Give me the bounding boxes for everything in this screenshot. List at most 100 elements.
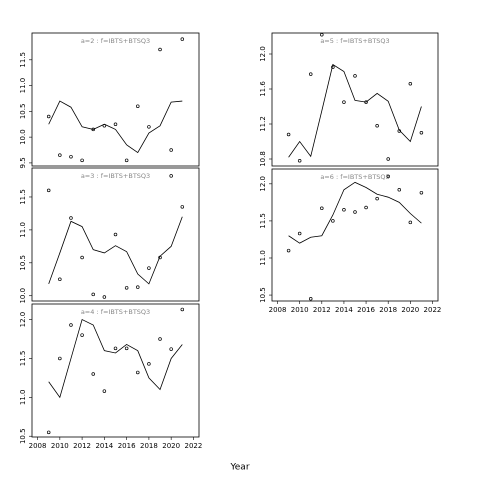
observed-point [124, 286, 129, 290]
observed-point [147, 266, 151, 270]
observed-point [58, 356, 62, 361]
y-tick-label: 12.0 [259, 46, 267, 62]
observed-point [102, 295, 107, 299]
observed-point [91, 292, 95, 297]
observed-point [342, 208, 346, 212]
observed-point [69, 216, 73, 220]
panel-frame [271, 168, 439, 302]
x-tick-label: 2014 [95, 442, 113, 450]
observed-point [375, 196, 379, 201]
observed-point [58, 153, 62, 157]
panel-frame [31, 32, 200, 167]
observed-point [353, 74, 357, 78]
x-tick-label: 2014 [335, 306, 353, 314]
x-tick-label: 2012 [313, 306, 331, 314]
observed-point [397, 129, 402, 133]
observed-point [91, 372, 95, 376]
x-tick-label: 2016 [357, 306, 375, 314]
observed-point [169, 174, 173, 178]
panel-frame [31, 303, 200, 438]
observed-point [136, 370, 140, 375]
observed-point [419, 190, 424, 195]
observed-point [308, 72, 313, 76]
observed-point [80, 158, 84, 163]
observed-point [69, 323, 73, 327]
x-tick-label: 2012 [73, 442, 91, 450]
observed-point [136, 104, 140, 108]
y-tick-label: 12.0 [19, 312, 27, 328]
x-tick-label: 2018 [379, 306, 397, 314]
y-tick-label: 9.5 [19, 157, 27, 168]
observed-point [180, 307, 185, 312]
y-tick-label: 10.8 [259, 151, 267, 167]
observed-point [297, 231, 302, 236]
observed-point [308, 297, 313, 301]
x-tick-label: 2008 [29, 442, 47, 450]
y-tick-label: 11.5 [19, 351, 27, 367]
y-tick-label: 11.2 [259, 116, 267, 132]
observed-point [46, 114, 51, 119]
observed-point [320, 206, 324, 211]
x-tick-label: 2022 [424, 306, 442, 314]
y-tick-label: 11.0 [19, 78, 27, 94]
observed-point [113, 122, 118, 126]
y-tick-label: 11.0 [19, 222, 27, 238]
observed-point [408, 81, 413, 86]
y-tick-label: 11.5 [259, 213, 267, 229]
observed-point [80, 333, 84, 337]
y-tick-label: 10.5 [259, 287, 267, 303]
y-tick-label: 11.5 [19, 52, 27, 68]
panel-title: a=6 : f=IBTS+BTSQ3 [320, 173, 389, 181]
y-tick-label: 11.0 [259, 250, 267, 266]
observed-point [113, 346, 118, 351]
observed-point [147, 362, 151, 366]
panel-title: a=2 : f=IBTS+BTSQ3 [81, 37, 150, 45]
observed-point [147, 125, 151, 129]
y-tick-label: 10.5 [19, 255, 27, 271]
observed-point [386, 157, 390, 161]
observed-point [286, 248, 291, 253]
observed-point [397, 188, 402, 192]
observed-point [169, 347, 173, 351]
observed-point [158, 337, 162, 341]
observed-point [286, 132, 291, 137]
fitted-line [48, 100, 183, 154]
observed-point [69, 154, 73, 159]
y-tick-label: 10.0 [19, 288, 27, 304]
observed-point [91, 127, 95, 132]
x-tick-label: 2020 [401, 306, 419, 314]
observed-point [136, 285, 140, 289]
panel-title: a=5 : f=IBTS+BTSQ3 [320, 37, 389, 45]
observed-point [320, 32, 324, 37]
observed-point [364, 100, 368, 104]
observed-point [169, 148, 173, 152]
fitted-line [48, 318, 183, 399]
observed-point [180, 37, 185, 41]
observed-point [297, 159, 302, 163]
x-tick-label: 2008 [269, 306, 287, 314]
observed-point [375, 123, 379, 128]
observed-point [180, 205, 185, 209]
y-tick-label: 11.6 [259, 81, 267, 97]
observed-point [46, 188, 51, 193]
fitted-line [288, 181, 422, 244]
observed-point [158, 47, 162, 52]
x-tick-label: 2016 [118, 442, 136, 450]
observed-point [419, 131, 424, 135]
observed-point [46, 430, 51, 435]
x-axis-title: Year [229, 463, 249, 473]
observed-point [386, 174, 390, 179]
x-tick-label: 2010 [51, 442, 69, 450]
panel-frame [271, 32, 439, 167]
y-tick-label: 11.0 [19, 390, 27, 406]
fitted-line [288, 63, 422, 158]
observed-point [158, 255, 162, 260]
x-tick-label: 2010 [291, 306, 309, 314]
observed-point [124, 346, 129, 351]
observed-point [102, 389, 107, 393]
observed-point [58, 277, 62, 282]
x-tick-label: 2022 [185, 442, 203, 450]
observed-point [331, 65, 335, 69]
y-tick-label: 10.5 [19, 104, 27, 120]
